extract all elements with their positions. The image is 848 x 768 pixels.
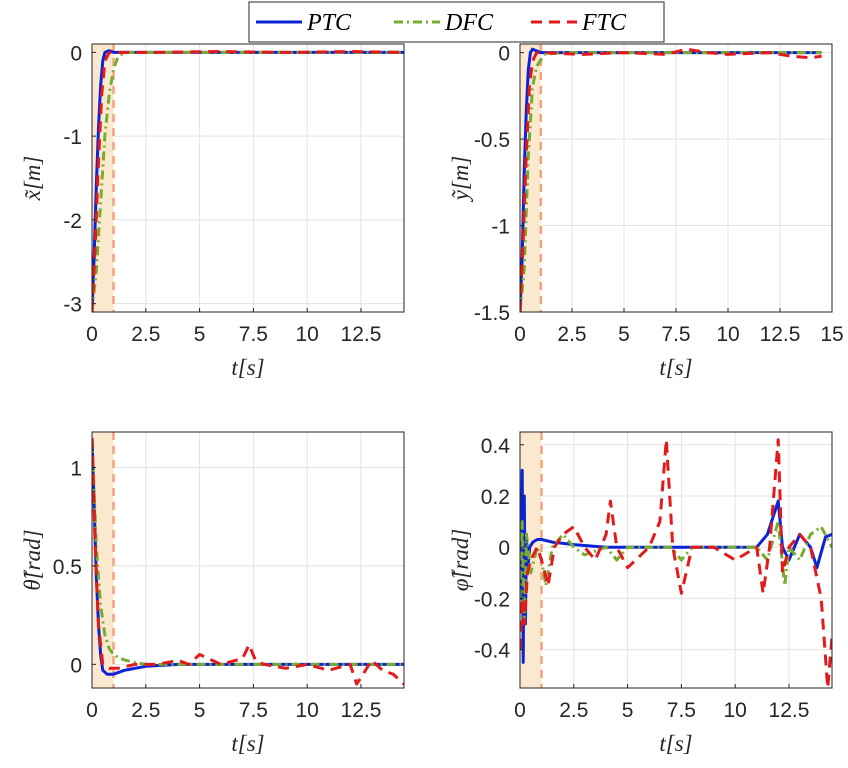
y-tick-label: 0 [70,654,82,677]
series-line-ftc [520,47,822,312]
x-tick-label: 5 [194,699,206,722]
legend-label-ptc: PTC [306,10,352,36]
subplot-1: 0 2.5 5 7.5 10 12.5 0 -1 -2 -3 t[s] x̃[m] [20,42,405,380]
x-tick-label: 0 [514,323,526,346]
x-tick-label: 5 [622,699,634,722]
series-line-dfc [520,51,822,312]
x-tick-label: 12.5 [341,699,382,722]
x-tick-label: 0 [86,323,98,346]
x-tick-label: 12.5 [341,323,382,346]
x-axis-label: t[s] [231,355,264,380]
legend-label-ftc: FTC [581,10,627,36]
y-axis-label: ỹ[m] [448,156,473,203]
y-axis-label: φ̃[rad] [448,529,473,592]
y-tick-label: 0 [498,537,510,560]
x-axis-label: t[s] [659,731,692,756]
x-tick-label: 10 [716,323,739,346]
x-tick-label: 12.5 [769,699,810,722]
x-tick-label: 7.5 [239,323,268,346]
series-line-dfc [92,437,404,666]
x-tick-label: 5 [618,323,630,346]
legend-box [248,1,665,43]
series-line-ftc [520,438,832,688]
x-tick-label: 10 [295,699,318,722]
y-tick-label: -0.4 [474,640,511,663]
axes-frame [91,43,405,313]
x-tick-label: 5 [194,323,206,346]
series-line-ptc [520,468,832,664]
axes-frame [519,431,833,689]
legend-label-dfc: DFC [444,10,494,36]
y-tick-label: 0.4 [481,435,511,458]
x-tick-label: 2.5 [131,323,160,346]
x-tick-label: 0 [86,699,98,722]
y-tick-label: -0.2 [474,588,510,611]
x-tick-label: 0 [514,699,526,722]
series-line-ftc [92,437,404,686]
legend: PTC DFC FTC [248,1,665,43]
y-tick-label: -0.5 [474,129,510,152]
series-line-ftc [92,50,404,312]
x-tick-label: 2.5 [557,323,586,346]
x-tick-label: 7.5 [239,699,268,722]
y-tick-label: 1 [70,457,82,480]
y-tick-label: 0 [498,43,510,66]
x-tick-label: 10 [723,699,746,722]
x-tick-label: 15 [820,323,843,346]
x-tick-label: 7.5 [667,699,696,722]
y-tick-label: 0.2 [481,486,510,509]
subplot-3: 0 2.5 5 7.5 10 12.5 1 0.5 0 t[s] θ̃[rad] [20,431,405,756]
y-tick-label: 0.5 [53,556,82,579]
x-tick-label: 7.5 [661,323,690,346]
y-axis-label: θ̃[rad] [20,529,45,590]
y-tick-label: -1 [491,216,510,239]
y-tick-label: -1 [63,126,82,149]
axes-frame [91,431,405,689]
y-tick-label: 0 [70,42,82,65]
x-tick-label: 2.5 [559,699,588,722]
subplot-2: 0 2.5 5 7.5 10 12.5 15 0 -0.5 -1 -1.5 t[s] ỹ[m] [448,43,844,380]
y-axis-label: x̃[m] [20,156,45,202]
series-group [520,438,832,688]
y-tick-label: -2 [63,210,82,233]
y-tick-label: -3 [63,294,82,317]
series-line-ptc [520,47,822,312]
series-group [92,437,404,686]
x-axis-label: t[s] [659,355,692,380]
subplot-4: 0 2.5 5 7.5 10 12.5 0.4 0.2 0 -0.2 -0.4 t[s] φ̃[rad] [448,431,833,756]
x-tick-label: 2.5 [131,699,160,722]
plot-area [92,432,404,688]
y-tick-label: -1.5 [474,302,510,325]
x-axis-label: t[s] [231,731,264,756]
series-group [92,49,404,312]
x-tick-label: 10 [295,323,318,346]
x-tick-label: 12.5 [760,323,801,346]
series-group [520,47,822,312]
plot-area [92,44,404,312]
